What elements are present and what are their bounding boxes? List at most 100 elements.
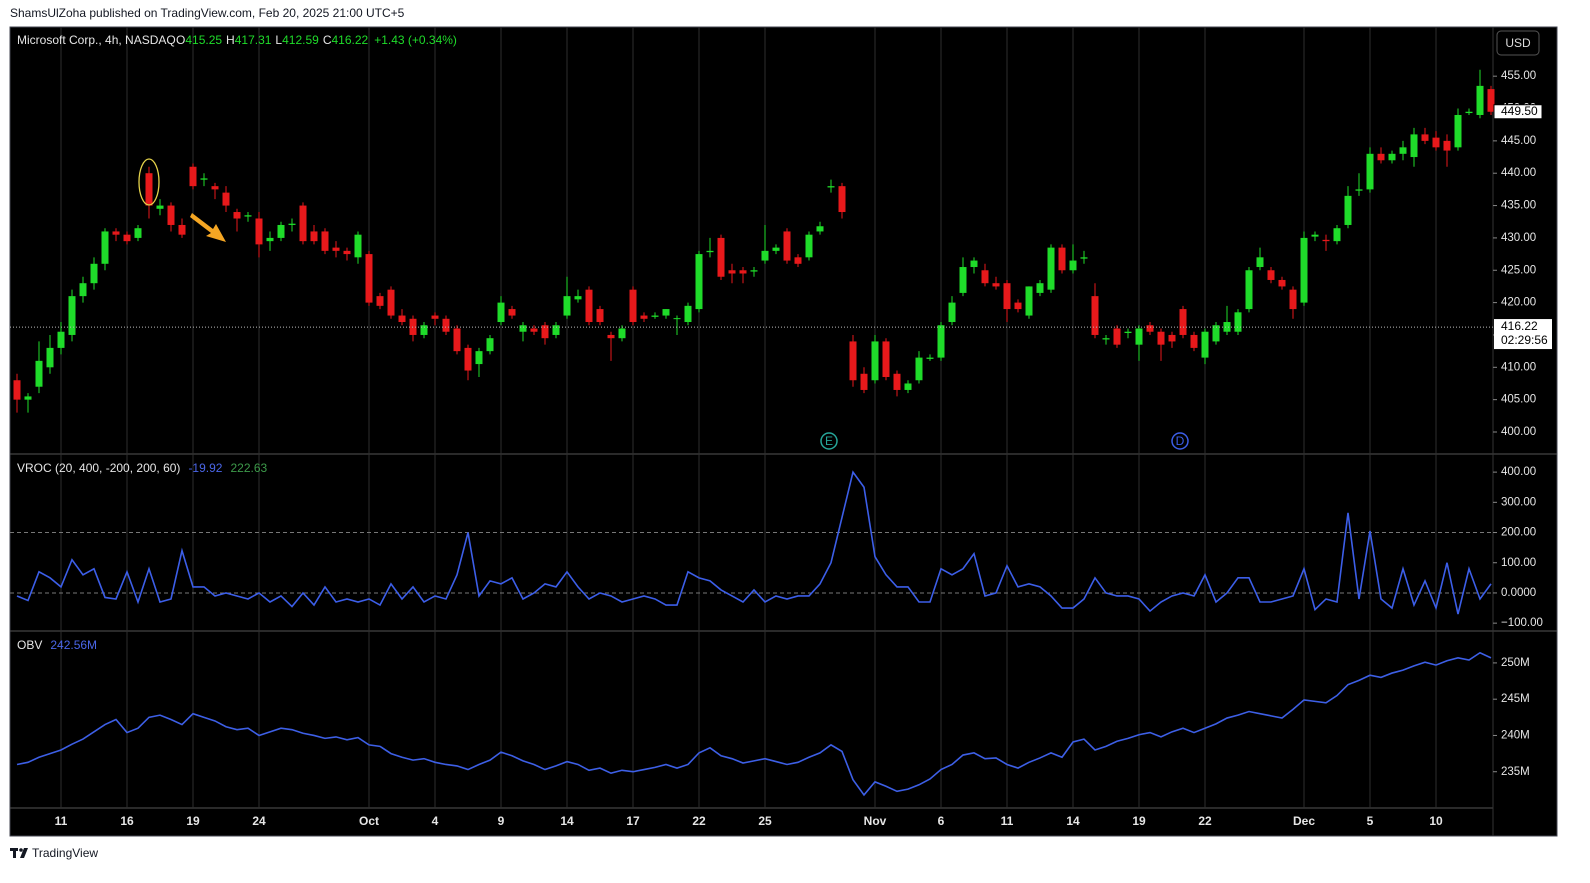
y-tick-label: 445.00 xyxy=(1501,135,1536,147)
candle-body xyxy=(365,254,373,303)
candle-body xyxy=(1289,289,1297,310)
candle-body xyxy=(706,250,714,253)
candle-body xyxy=(772,247,780,251)
y-tick-label: 300.00 xyxy=(1501,496,1536,508)
candle-body xyxy=(684,305,692,323)
x-tick-label: 19 xyxy=(186,814,200,828)
candle-body xyxy=(750,270,758,272)
y-tick-label: 245M xyxy=(1501,693,1530,705)
candle-body xyxy=(79,283,87,297)
candle-body xyxy=(1300,237,1308,303)
candle-body xyxy=(1113,328,1121,345)
candle-body xyxy=(1124,331,1132,334)
candle-body xyxy=(1014,302,1022,310)
dividend-label: D xyxy=(1176,434,1185,448)
x-tick-label: 5 xyxy=(1367,814,1374,828)
candle-body xyxy=(629,289,637,323)
candle-body xyxy=(761,250,769,261)
candle-body xyxy=(1454,114,1462,148)
x-tick-label: 24 xyxy=(252,814,266,828)
candle-body xyxy=(1234,312,1242,332)
candle-body xyxy=(299,205,307,242)
indicator-readout: 242.56M xyxy=(50,638,97,652)
candle-body xyxy=(981,270,989,284)
x-tick-label: 4 xyxy=(432,814,439,828)
candle-body xyxy=(343,250,351,255)
candle-body xyxy=(585,289,593,323)
earnings-marker[interactable] xyxy=(820,432,838,450)
candle-body xyxy=(1036,283,1044,293)
candle-body xyxy=(508,309,516,316)
indicator-readout: 222.63 xyxy=(230,461,267,475)
arrow-drawing xyxy=(190,213,226,242)
candle-body xyxy=(783,231,791,261)
candle-body xyxy=(805,234,813,258)
y-tick-label: 405.00 xyxy=(1501,394,1536,406)
y-tick-label: 455.00 xyxy=(1501,70,1536,82)
candle-body xyxy=(1025,286,1033,316)
countdown: 02:29:56 xyxy=(1501,333,1548,347)
candle-body xyxy=(1399,147,1407,154)
candle-body xyxy=(233,212,241,219)
candle-body xyxy=(1069,260,1077,271)
candle-body xyxy=(211,186,219,190)
x-tick-label: 6 xyxy=(938,814,945,828)
x-tick-label: Oct xyxy=(359,814,379,828)
candle-body xyxy=(541,325,549,339)
candle-body xyxy=(486,338,494,352)
candle-body xyxy=(1311,234,1319,237)
ohlc-value: 416.22 xyxy=(331,33,368,47)
candle-body xyxy=(398,315,406,323)
candle-body xyxy=(442,318,450,332)
candle-body xyxy=(200,178,208,180)
y-tick-label: 240M xyxy=(1501,729,1530,741)
dividend-marker[interactable] xyxy=(1171,432,1189,450)
candle-body xyxy=(1377,153,1385,161)
candle-body xyxy=(1146,325,1154,332)
candle-body xyxy=(167,205,175,225)
footer: TradingView xyxy=(32,846,98,860)
y-tick-label: 200.00 xyxy=(1501,527,1536,539)
symbol: Microsoft Corp., 4h, NASDAQ xyxy=(17,33,176,47)
price-label-box xyxy=(1494,319,1552,350)
candle-body xyxy=(893,373,901,390)
candle-body xyxy=(1058,247,1066,271)
x-tick-label: Nov xyxy=(864,814,887,828)
y-tick-label: 425.00 xyxy=(1501,264,1536,276)
candle-body xyxy=(46,347,54,368)
candle-body xyxy=(1333,228,1341,242)
candle-body xyxy=(420,325,428,335)
candle-body xyxy=(552,325,560,335)
candle-body xyxy=(1443,140,1451,151)
x-tick-label: Dec xyxy=(1293,814,1315,828)
candle-body xyxy=(1322,239,1330,242)
y-tick-label: 250M xyxy=(1501,657,1530,669)
candle-body xyxy=(387,289,395,316)
x-tick-label: 19 xyxy=(1132,814,1146,828)
candle-body xyxy=(882,341,890,378)
candle-body xyxy=(277,224,285,238)
candle-body xyxy=(123,234,131,242)
candle-body xyxy=(332,247,340,251)
candle-body xyxy=(860,373,868,390)
candle-body xyxy=(948,302,956,323)
currency-button[interactable] xyxy=(1496,30,1540,56)
candle-body xyxy=(1267,270,1275,280)
candle-body xyxy=(189,166,197,187)
candle-body xyxy=(618,328,626,339)
candle-body xyxy=(112,231,120,235)
y-tick-label: 400.00 xyxy=(1501,426,1536,438)
candle-body xyxy=(244,215,252,217)
chart-frame xyxy=(9,26,1558,837)
currency: USD xyxy=(1505,36,1531,50)
candle-body xyxy=(156,205,164,209)
candle-body xyxy=(1410,134,1418,158)
candle-body xyxy=(695,254,703,310)
candle-body xyxy=(497,302,505,323)
candle-body xyxy=(222,192,230,206)
candle-body xyxy=(1080,257,1088,259)
candle-body xyxy=(728,270,736,274)
indicator-readout: -19.92 xyxy=(188,461,222,475)
ohlc-key: C xyxy=(323,33,332,47)
candle-body xyxy=(673,318,681,320)
